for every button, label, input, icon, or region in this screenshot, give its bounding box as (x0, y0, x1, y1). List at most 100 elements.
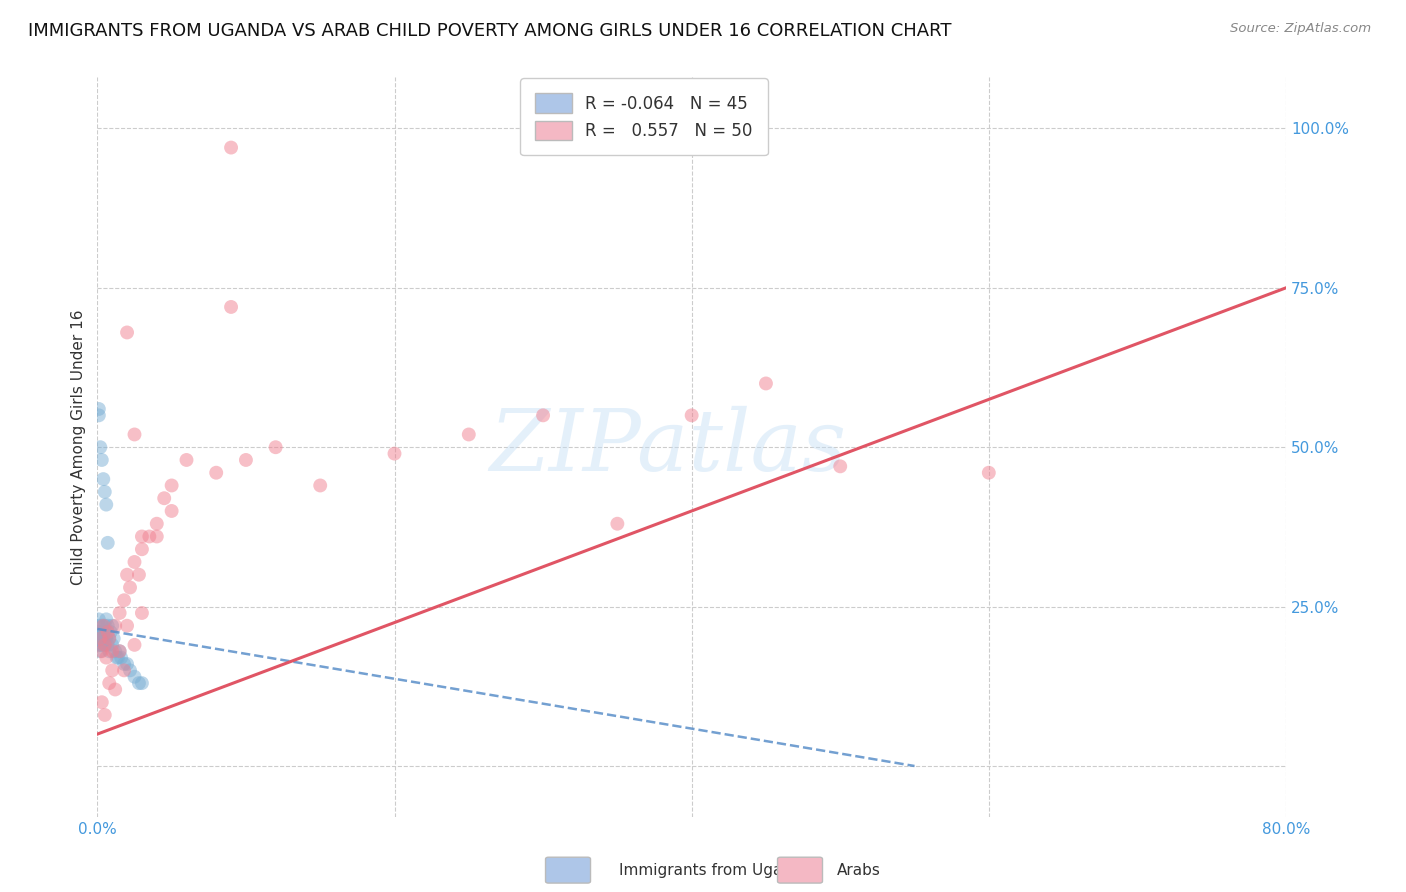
Point (115, 657, 138, 671)
Point (531, 409, 554, 423)
Point (977, 466, 1000, 480)
Point (457, 427, 479, 442)
Point (101, 618, 124, 632)
Point (91, 472, 114, 486)
Point (94, 618, 117, 632)
Point (131, 529, 153, 543)
Point (97, 618, 120, 632)
Point (87, 638, 110, 652)
Point (104, 644, 127, 658)
Point (101, 644, 124, 658)
Text: ZIPatlas: ZIPatlas (489, 406, 846, 489)
Point (91, 618, 114, 632)
Point (606, 516, 628, 531)
Point (96, 612, 118, 626)
Point (90, 638, 112, 652)
Point (153, 491, 176, 506)
Point (108, 644, 131, 658)
Point (94, 484, 117, 499)
Point (128, 676, 150, 690)
Point (87, 401, 110, 416)
Point (115, 567, 138, 582)
Legend: R = -0.064   N = 45, R =   0.557   N = 50: R = -0.064 N = 45, R = 0.557 N = 50 (520, 78, 768, 155)
Point (91, 632, 114, 646)
Point (112, 593, 135, 607)
Point (309, 478, 332, 492)
Point (90, 453, 112, 467)
Text: Immigrants from Uganda: Immigrants from Uganda (619, 863, 811, 878)
Point (131, 606, 153, 620)
Point (110, 650, 132, 665)
Point (146, 529, 169, 543)
Text: Arabs: Arabs (837, 863, 880, 878)
Text: IMMIGRANTS FROM UGANDA VS ARAB CHILD POVERTY AMONG GIRLS UNDER 16 CORRELATION CH: IMMIGRANTS FROM UGANDA VS ARAB CHILD POV… (28, 22, 952, 40)
Point (124, 427, 146, 442)
Point (219, 140, 242, 154)
Point (89, 644, 111, 658)
Point (90, 644, 112, 658)
Point (160, 478, 183, 492)
Point (146, 516, 169, 531)
Point (128, 567, 150, 582)
Point (87, 625, 110, 640)
Point (101, 638, 124, 652)
Point (105, 650, 128, 665)
Point (98, 632, 121, 646)
Point (100, 625, 122, 640)
Point (131, 542, 153, 557)
Point (97, 536, 120, 550)
Point (115, 326, 138, 340)
Point (108, 644, 131, 658)
Point (118, 664, 141, 678)
Point (94, 638, 117, 652)
Point (104, 618, 127, 632)
Point (264, 440, 287, 454)
Point (118, 581, 141, 595)
Point (98, 644, 121, 658)
Point (96, 498, 118, 512)
Point (176, 453, 198, 467)
Point (96, 632, 118, 646)
Y-axis label: Child Poverty Among Girls Under 16: Child Poverty Among Girls Under 16 (72, 310, 86, 585)
Point (830, 459, 852, 474)
Point (124, 670, 146, 684)
Point (235, 453, 257, 467)
Point (98, 676, 121, 690)
Point (89, 632, 111, 646)
Point (104, 682, 127, 697)
Point (103, 632, 125, 646)
Point (138, 529, 160, 543)
Point (160, 504, 183, 518)
Point (91, 625, 114, 640)
Point (97, 625, 120, 640)
Point (97, 638, 120, 652)
Point (94, 638, 117, 652)
Point (89, 638, 111, 652)
Point (90, 618, 112, 632)
Point (205, 466, 228, 480)
Point (112, 657, 135, 671)
Point (101, 664, 124, 678)
Point (112, 664, 135, 678)
Point (89, 625, 111, 640)
Point (94, 708, 117, 723)
Point (681, 409, 703, 423)
Point (87, 618, 110, 632)
Point (89, 440, 111, 454)
Text: Source: ZipAtlas.com: Source: ZipAtlas.com (1230, 22, 1371, 36)
Point (219, 300, 242, 314)
Point (124, 638, 146, 652)
Point (98, 632, 121, 646)
Point (124, 555, 146, 569)
Point (89, 632, 111, 646)
Point (87, 409, 110, 423)
Point (90, 695, 112, 709)
Point (96, 650, 118, 665)
Point (755, 376, 778, 391)
Point (384, 447, 406, 461)
Point (115, 618, 138, 632)
Point (87, 632, 110, 646)
Point (131, 676, 153, 690)
Point (108, 606, 131, 620)
Point (107, 650, 129, 665)
